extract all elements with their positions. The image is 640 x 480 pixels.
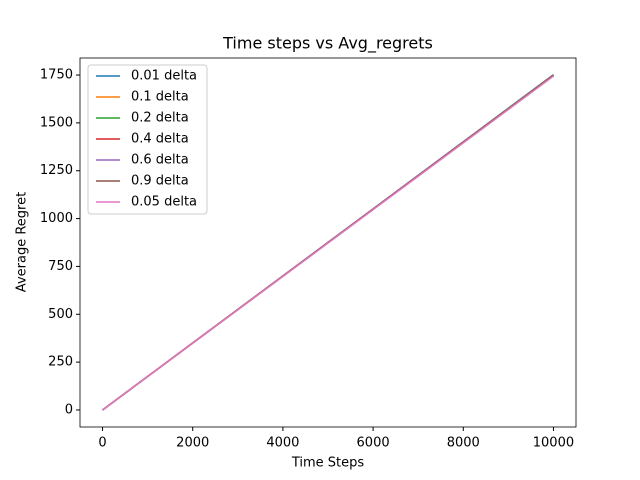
y-tick-label: 1250 xyxy=(40,163,73,178)
line-series xyxy=(102,75,554,411)
y-tick-label: 250 xyxy=(48,355,73,370)
legend-label: 0.05 delta xyxy=(131,195,197,210)
legend-label: 0.6 delta xyxy=(131,153,189,168)
x-tick-label: 6000 xyxy=(357,436,390,451)
x-tick-label: 2000 xyxy=(176,436,209,451)
legend-label: 0.9 delta xyxy=(131,174,189,189)
chart-title: Time steps vs Avg_regrets xyxy=(222,34,433,54)
y-tick-label: 500 xyxy=(48,307,73,322)
legend-label: 0.2 delta xyxy=(131,111,189,126)
legend-label: 0.01 delta xyxy=(131,69,197,84)
plot-frame xyxy=(79,57,577,428)
x-axis-label: Time Steps xyxy=(291,456,365,471)
y-tick-label: 0 xyxy=(65,402,73,417)
x-tick-label: 10000 xyxy=(533,436,574,451)
legend-label: 0.4 delta xyxy=(131,132,189,147)
x-tick-label: 8000 xyxy=(447,436,480,451)
x-tick-label: 4000 xyxy=(266,436,299,451)
y-tick-label: 1000 xyxy=(40,211,73,226)
y-axis-label: Average Regret xyxy=(15,192,30,292)
legend-box xyxy=(87,64,208,215)
y-tick-label: 1500 xyxy=(40,115,73,130)
y-tick-label: 1750 xyxy=(40,68,73,83)
x-tick-label: 0 xyxy=(98,436,106,451)
legend-label: 0.1 delta xyxy=(131,90,189,105)
y-tick-label: 750 xyxy=(48,259,73,274)
